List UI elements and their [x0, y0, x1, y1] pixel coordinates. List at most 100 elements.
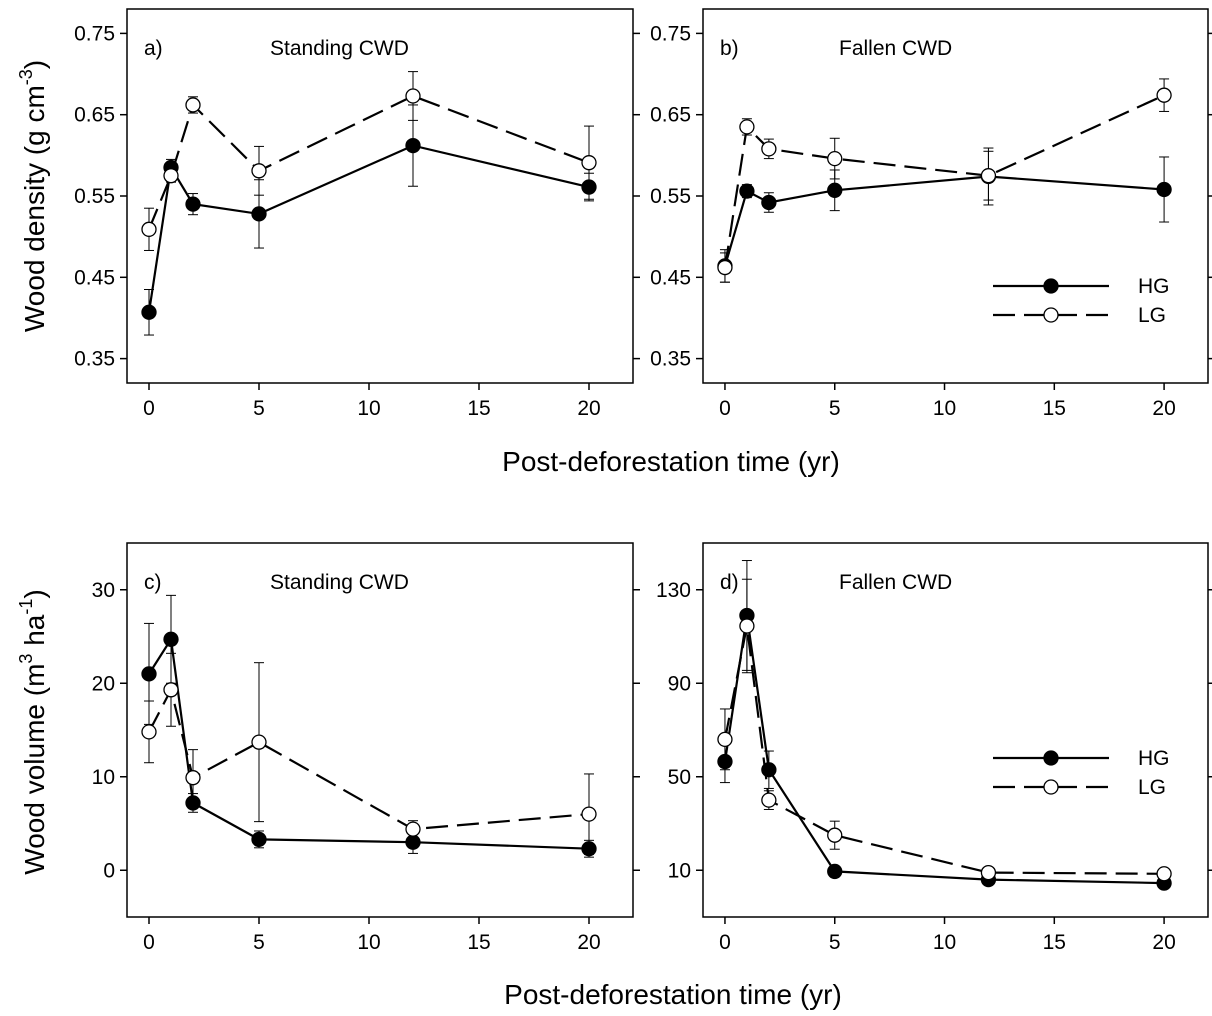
- series-line-hg: [148, 636, 590, 850]
- x-tick-label: 10: [357, 397, 380, 420]
- panel-c: 0 5 10 15 20 0 10 20 30 c) Standing CWD: [92, 542, 640, 954]
- ylabel-top-sup: -3: [16, 69, 36, 85]
- y-tick-label: 130: [656, 579, 691, 602]
- y-tick-label: 0.75: [650, 22, 691, 45]
- plot-frame: [702, 542, 1209, 918]
- series-line-lg: [147, 94, 590, 230]
- data-point: [163, 631, 179, 647]
- data-point: [980, 168, 997, 184]
- data-point: [185, 196, 201, 212]
- y-tick-label: 30: [92, 579, 115, 602]
- y-tick-label: 0.65: [74, 104, 115, 127]
- x-tick-label: 10: [357, 931, 380, 954]
- x-tick-label: 15: [467, 397, 490, 420]
- series-hg: [141, 594, 597, 858]
- y-tick-label: 0.55: [74, 185, 115, 208]
- ylabel-top-prefix: Wood density (g cm: [19, 85, 50, 332]
- data-point: [405, 88, 421, 104]
- panel-title: Standing CWD: [270, 571, 409, 594]
- data-point: [739, 618, 755, 634]
- legend-marker: [1043, 779, 1059, 795]
- x-tick-label: 0: [143, 397, 155, 420]
- legend-marker: [1043, 278, 1059, 294]
- ylabel-bottom-prefix: Wood volume (m: [19, 664, 50, 875]
- data-point: [739, 119, 755, 135]
- x-tick-label: 0: [719, 397, 731, 420]
- data-point: [980, 864, 997, 881]
- data-point: [739, 183, 755, 199]
- y-tick-label: 0.65: [650, 104, 691, 127]
- panel-d: 0 5 10 15 20 10 50 90 130 d) Fallen CWD HG LG: [656, 542, 1212, 954]
- panel-b: 0 5 10 15 20 0.35 0.45 0.55 0.65 0.75 b) Fallen CWD…: [650, 8, 1212, 420]
- panels: 0 5 10 15 20 0.35 0.45 0.55 0.65 0.75 a) Standing C…: [74, 8, 1212, 954]
- ylabel-bottom: Wood volume (m3 ha-1): [16, 589, 50, 874]
- panel-letter: a): [144, 37, 163, 60]
- data-point: [827, 150, 843, 167]
- data-point: [1156, 87, 1172, 103]
- data-point: [761, 141, 777, 157]
- data-point: [141, 304, 157, 320]
- x-tick-label: 15: [1043, 931, 1066, 954]
- series-line-lg: [148, 686, 590, 831]
- ylabel-bottom-sup2: -1: [16, 599, 36, 615]
- ylabel-bottom-mid: ha: [19, 614, 50, 653]
- x-tick-label: 5: [829, 931, 841, 954]
- series-line-lg: [723, 625, 1165, 875]
- y-tick-label: 50: [668, 766, 691, 789]
- x-tick-label: 5: [253, 397, 265, 420]
- y-tick-label: 10: [92, 766, 115, 789]
- data-point: [163, 682, 179, 698]
- x-tick-label: 0: [719, 931, 731, 954]
- x-tick-label: 5: [829, 397, 841, 420]
- legend: HG LG: [993, 275, 1170, 327]
- panel-title: Fallen CWD: [839, 37, 952, 60]
- x-tick-label: 20: [1152, 397, 1175, 420]
- plot-frame: [126, 542, 634, 918]
- x-tick-label: 10: [933, 397, 956, 420]
- ylabel-top-suffix: ): [19, 60, 50, 69]
- legend-label: HG: [1138, 275, 1170, 298]
- data-point: [1156, 866, 1172, 882]
- y-tick-label: 90: [668, 672, 691, 695]
- data-point: [141, 666, 157, 682]
- data-point: [827, 863, 843, 880]
- y-tick-label: 0.35: [74, 348, 115, 371]
- data-point: [827, 827, 843, 843]
- x-tick-label: 15: [1043, 397, 1066, 420]
- panel-title: Standing CWD: [270, 37, 409, 60]
- data-point: [1156, 181, 1172, 198]
- series-hg: [717, 147, 1172, 283]
- y-tick-label: 20: [92, 672, 115, 695]
- panel-title: Fallen CWD: [839, 571, 952, 594]
- panel-letter: b): [720, 37, 739, 60]
- x-tick-label: 5: [253, 931, 265, 954]
- panel-a: 0 5 10 15 20 0.35 0.45 0.55 0.65 0.75 a) Standing C…: [74, 8, 640, 420]
- x-tick-label: 15: [467, 931, 490, 954]
- data-point: [251, 831, 267, 848]
- x-tick-label: 20: [577, 397, 600, 420]
- panel-letter: d): [720, 571, 739, 594]
- xlabel-top: Post-deforestation time (yr): [502, 446, 840, 477]
- plot-frame: [126, 8, 634, 384]
- x-tick-label: 0: [143, 931, 155, 954]
- x-tick-label: 20: [577, 931, 600, 954]
- panel-letter: c): [144, 571, 162, 594]
- series-line-hg: [723, 175, 1165, 267]
- series-line-hg: [147, 144, 590, 313]
- series-line-hg: [723, 615, 1165, 885]
- legend: HG LG: [993, 747, 1170, 799]
- data-point: [405, 137, 421, 154]
- series-line-lg: [723, 94, 1165, 268]
- data-point: [827, 182, 843, 198]
- data-point: [251, 163, 267, 179]
- y-tick-label: 0.55: [650, 185, 691, 208]
- data-point: [405, 821, 421, 837]
- ylabel-bottom-suffix: ): [19, 589, 50, 598]
- xlabel-bottom: Post-deforestation time (yr): [504, 979, 842, 1010]
- data-point: [761, 194, 777, 211]
- y-tick-label: 0.45: [650, 266, 691, 289]
- series-lg: [717, 578, 1172, 882]
- data-point: [717, 731, 733, 747]
- ylabel-top: Wood density (g cm-3): [16, 60, 50, 332]
